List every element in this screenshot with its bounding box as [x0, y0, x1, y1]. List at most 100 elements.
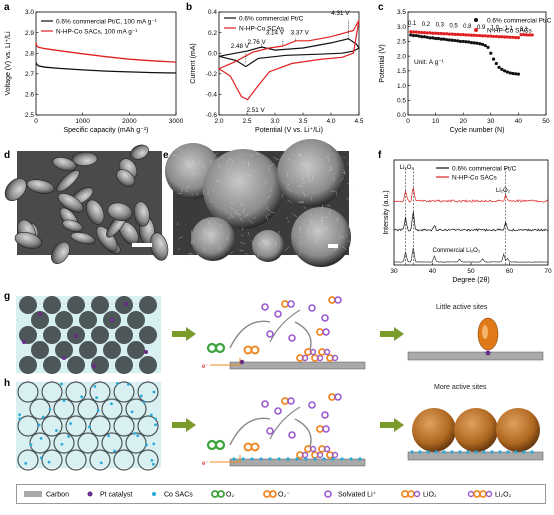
- schematic-h-product: [407, 408, 544, 461]
- peak-annotation: 2.51 V: [246, 107, 265, 114]
- y-tick-label: 2.0: [397, 53, 406, 60]
- rate-label: 1.0: [491, 25, 500, 31]
- rate-label: 0.9: [477, 25, 486, 31]
- arrow-g2: [380, 327, 404, 341]
- x-axis-label: Degree (2θ): [452, 277, 489, 284]
- rate-label: 0.5: [449, 23, 458, 29]
- lio2: [316, 328, 324, 336]
- o2-icon: [211, 490, 225, 498]
- data-point-1: [503, 35, 507, 39]
- data-point-1: [420, 30, 424, 35]
- data-point-1: [527, 33, 532, 37]
- co-sac: [18, 413, 22, 417]
- data-point-0: [461, 39, 465, 44]
- co-sac: [466, 450, 470, 454]
- co-sac: [268, 457, 272, 461]
- li-ion: [308, 401, 316, 409]
- co-sac: [80, 395, 84, 399]
- data-point-1: [458, 33, 463, 37]
- li-ion: [288, 431, 296, 439]
- data-point-0: [497, 65, 501, 69]
- y-tick-label: -0.6: [206, 112, 218, 119]
- superoxide-icon: [263, 490, 277, 498]
- peak-label: Li₂O₂: [400, 165, 415, 171]
- co-sac: [48, 408, 52, 411]
- co-sac: [54, 429, 58, 432]
- co-sac: [498, 450, 502, 454]
- data-point-0: [453, 38, 457, 43]
- data-point-0: [422, 35, 427, 39]
- rate-label: 0.3: [436, 23, 445, 29]
- co-sac: [522, 450, 526, 454]
- co-sac: [41, 415, 45, 419]
- electron-path: [210, 358, 241, 366]
- chart-f: 30 40 50 60 70 Degree (2θ) Intensity (a.u.) Li₂…: [383, 159, 552, 284]
- x-tick-label: 1000: [75, 118, 90, 125]
- legend-bar-label: Carbon: [46, 492, 69, 499]
- li-ion: [308, 304, 316, 312]
- x-tick-label: 10: [432, 118, 440, 125]
- co-sac: [115, 382, 119, 385]
- pt-catalyst: [62, 356, 66, 360]
- legend-bar-label: Solvated Li⁺: [338, 492, 377, 499]
- data-point-0: [420, 35, 424, 39]
- x-tick-label: 50: [467, 268, 475, 275]
- data-point-1: [478, 33, 482, 38]
- data-point-1: [422, 30, 427, 35]
- data-point-1: [453, 32, 457, 36]
- co-sac: [152, 390, 156, 394]
- panel-label-e: e: [163, 150, 169, 161]
- data-point-1: [511, 35, 515, 39]
- co-sac: [410, 450, 414, 454]
- lio2: [316, 425, 324, 433]
- co-sac: [136, 434, 140, 438]
- data-point-1: [519, 33, 523, 37]
- data-point-0: [503, 69, 507, 73]
- co-sac: [331, 457, 335, 461]
- data-point-1: [483, 34, 487, 38]
- data-point-0: [505, 70, 509, 74]
- scale-bar: [328, 244, 338, 248]
- data-point-0: [434, 36, 438, 41]
- y-tick-label: 2.8: [25, 50, 34, 57]
- pt-catalyst: [22, 340, 26, 344]
- co-sac: [154, 423, 157, 427]
- data-point-0: [445, 38, 449, 42]
- y-tick-label: 1.5: [397, 68, 406, 75]
- reaction-arrow: [294, 321, 312, 351]
- co-sac: [99, 461, 103, 465]
- data-point-1: [434, 31, 438, 35]
- rate-label: 1.1: [505, 26, 514, 32]
- data-point-1: [467, 33, 471, 37]
- co-sac: [37, 423, 41, 427]
- co-sac: [60, 382, 63, 386]
- xrd-reference: [393, 247, 549, 263]
- li2o2-film-particle: [454, 408, 498, 452]
- data-point-1: [417, 30, 421, 34]
- axes: 0 1000 2000 3000 2.5 2.6 2.7 2.8 2.9 3.0 Specific …: [5, 9, 184, 134]
- lio2: [328, 296, 336, 304]
- data-point-1: [442, 32, 446, 36]
- arrow-g1: [172, 327, 196, 341]
- data-point-1: [508, 35, 512, 39]
- data-point-0: [464, 40, 468, 44]
- li-ion: [261, 400, 269, 408]
- y-axis-label: Voltage (V) vs. Li⁺/Li: [5, 31, 12, 95]
- data-point-1: [525, 33, 529, 37]
- co-sac: [250, 457, 254, 461]
- legend-bar-label: O₂⁻: [278, 492, 290, 499]
- y-tick-label: 0.4: [208, 9, 217, 16]
- legend-label: N-HP-Co SACs, 100 mA g⁻¹: [56, 28, 138, 35]
- lio2: [328, 393, 336, 401]
- data-point-0: [409, 33, 413, 37]
- x-tick-label: 4.0: [326, 118, 335, 125]
- data-point-1: [431, 31, 435, 35]
- co-sac: [442, 450, 446, 454]
- data-point-1: [469, 33, 474, 37]
- pt-catalyst: [74, 334, 78, 338]
- electron-label: e⁻: [202, 364, 209, 370]
- data-point-0: [425, 35, 429, 39]
- data-point-0: [486, 45, 490, 49]
- xrd-black: [393, 211, 549, 232]
- peak-label: Li₂O₂: [496, 188, 511, 194]
